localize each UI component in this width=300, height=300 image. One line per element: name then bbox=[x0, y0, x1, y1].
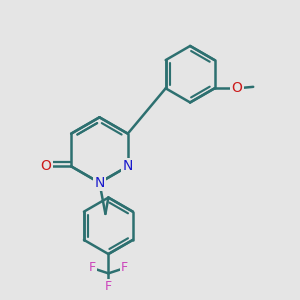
Text: O: O bbox=[231, 81, 242, 95]
Text: F: F bbox=[88, 262, 96, 275]
Text: F: F bbox=[105, 280, 112, 293]
Text: F: F bbox=[121, 262, 128, 275]
Text: N: N bbox=[123, 159, 133, 173]
Text: N: N bbox=[94, 176, 105, 190]
Text: O: O bbox=[40, 159, 51, 173]
